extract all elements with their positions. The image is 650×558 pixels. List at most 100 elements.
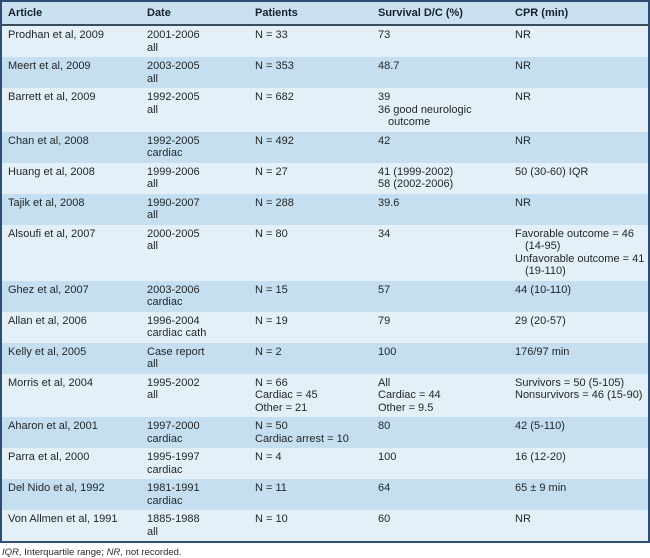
cell-text-line: 39: [378, 91, 391, 103]
cell-date: 1995-2002 all: [141, 373, 249, 417]
cell-survival: 60: [372, 510, 509, 542]
cell-article: Alsoufi et al, 2007: [1, 224, 141, 281]
cell-patients: N = 80: [249, 224, 372, 281]
cell-text-line: N = 66: [255, 376, 288, 389]
cell-patients: N = 288: [249, 193, 372, 225]
cell-cpr: NR: [509, 57, 649, 88]
cell-text-line: all: [147, 525, 159, 538]
cell-text-line: 60: [378, 513, 391, 525]
cell-text-line: N = 80: [255, 227, 288, 240]
cell-date: 1997-2000 cardiac: [141, 417, 249, 448]
cell-date: 1992-2005 cardiac: [141, 131, 249, 163]
cell-text-line: 79: [378, 314, 391, 327]
cell-survival: 39.6: [372, 193, 509, 225]
cell-text-line: Other = 9.5: [378, 401, 434, 414]
cell-text-line: Cardiac = 44: [378, 389, 441, 401]
cell-text-line: Allan et al, 2006: [8, 314, 87, 327]
cell-date: Case report all: [141, 342, 249, 374]
cell-text-line: N = 682: [255, 91, 294, 103]
cell-text-line: Von Allmen et al, 1991: [8, 513, 118, 525]
cell-article: Barrett et al, 2009: [1, 88, 141, 132]
cell-date: 1885-1988 all: [141, 510, 249, 542]
cell-text-line: 1995-1997: [147, 451, 200, 463]
cell-patients: N = 682: [249, 88, 372, 132]
cell-text-line: all: [147, 41, 159, 54]
cell-text-line: Cardiac arrest = 10: [255, 432, 349, 445]
cell-patients: N = 15: [249, 280, 372, 312]
cell-text-line: Survivors = 50 (5-105): [515, 376, 625, 389]
cell-text-line: 73: [378, 29, 391, 41]
cell-text-line: 48.7: [378, 60, 400, 72]
cell-article: Ghez et al, 2007: [1, 280, 141, 312]
cell-text-line: 36 good neurologic: [378, 103, 472, 116]
ecmo-studies-table: Article Date Patients Survival D/C (%) C…: [0, 0, 650, 543]
cell-text-line: 34: [378, 227, 391, 240]
cell-date: 1981-1991 cardiac: [141, 479, 249, 510]
cell-text-line: 1992-2005: [147, 91, 200, 103]
cell-patients: N = 492: [249, 131, 372, 163]
cell-text-line: cardiac: [147, 432, 183, 445]
cell-patients: N = 66 Cardiac = 45 Other = 21: [249, 373, 372, 417]
cell-text-line: cardiac: [147, 296, 183, 308]
cell-text-line: N = 4: [255, 451, 282, 463]
cell-cpr: 42 (5-110): [509, 417, 649, 448]
cell-survival: 41 (1999-2002) 58 (2002-2006): [372, 162, 509, 194]
cell-text-line: Prodhan et al, 2009: [8, 29, 105, 41]
footnote-text: , Interquartile range;: [18, 547, 107, 558]
cell-survival: 42: [372, 131, 509, 163]
cell-date: 1996-2004 cardiac cath: [141, 311, 249, 343]
cell-text-line: 42 (5-110): [515, 420, 565, 432]
cell-date: 2003-2006 cardiac: [141, 280, 249, 312]
cell-cpr: 29 (20-57): [509, 311, 649, 343]
cell-text-line: 100: [378, 345, 397, 358]
cell-text-line: N = 50: [255, 420, 288, 432]
cell-text-line: Unfavorable outcome = 41: [515, 252, 645, 265]
cell-text-line: Del Nido et al, 1992: [8, 482, 105, 494]
cell-text-line: 2003-2005: [147, 60, 200, 72]
cell-text-line: 80: [378, 420, 391, 432]
cell-survival: 48.7: [372, 57, 509, 88]
cell-text-line: NR: [515, 91, 531, 103]
cell-text-line: all: [147, 358, 159, 370]
cell-article: Von Allmen et al, 1991: [1, 510, 141, 542]
cell-cpr: Favorable outcome = 46 (14-95) Unfavorable…: [509, 224, 649, 281]
cell-text-line: Morris et al, 2004: [8, 376, 93, 389]
cell-text-line: Favorable outcome = 46: [515, 227, 634, 240]
cell-text-line: all: [147, 178, 159, 190]
footnote-abbreviation: NR: [106, 547, 121, 558]
cell-text-line: 1999-2006: [147, 165, 200, 178]
cell-cpr: Survivors = 50 (5-105) Nonsurvivors = 46 …: [509, 373, 649, 417]
column-header-patients: Patients: [249, 1, 372, 26]
cell-text-line: 1997-2000: [147, 420, 200, 432]
cell-article: Allan et al, 2006: [1, 311, 141, 343]
cell-text-line: Tajik et al, 2008: [8, 196, 85, 209]
cell-patients: N = 33: [249, 25, 372, 57]
cell-text-line: Aharon et al, 2001: [8, 420, 98, 432]
cell-cpr: NR: [509, 25, 649, 57]
cell-text-line: 58 (2002-2006): [378, 178, 454, 190]
cell-text-line: 39.6: [378, 196, 400, 209]
cell-patients: N = 2: [249, 342, 372, 374]
cell-survival: 100: [372, 342, 509, 374]
cell-text-line: Nonsurvivors = 46 (15-90): [515, 389, 643, 401]
cell-text-line: cardiac cath: [147, 327, 207, 339]
table-row: Aharon et al, 2001 1997-2000 cardiac N = 50…: [1, 417, 649, 448]
cell-text-line: 42: [378, 134, 391, 147]
cell-text-line: 1885-1988: [147, 513, 200, 525]
cell-cpr: NR: [509, 193, 649, 225]
footnote: IQR, Interquartile range; NR, not record…: [0, 543, 650, 558]
table-row: Ghez et al, 2007 2003-2006 cardiac N = 15 57…: [1, 280, 649, 312]
cell-article: Chan et al, 2008: [1, 131, 141, 163]
table-body: Prodhan et al, 2009 2001-2006 all N = 33 73 N…: [1, 25, 649, 542]
cell-survival: All Cardiac = 44 Other = 9.5: [372, 373, 509, 417]
cell-patients: N = 27: [249, 162, 372, 194]
cell-text-line: all: [147, 389, 159, 401]
cell-date: 1999-2006 all: [141, 162, 249, 194]
table-row: Alsoufi et al, 2007 2000-2005 all N = 80 34 F…: [1, 224, 649, 281]
cell-article: Meert et al, 2009: [1, 57, 141, 88]
cell-patients: N = 50 Cardiac arrest = 10: [249, 417, 372, 448]
cell-text-line: NR: [515, 134, 531, 147]
cell-text-line: 16 (12-20): [515, 451, 566, 463]
table-row: Tajik et al, 2008 1990-2007 all N = 288 39.6…: [1, 193, 649, 225]
cell-text-line: NR: [515, 196, 531, 209]
